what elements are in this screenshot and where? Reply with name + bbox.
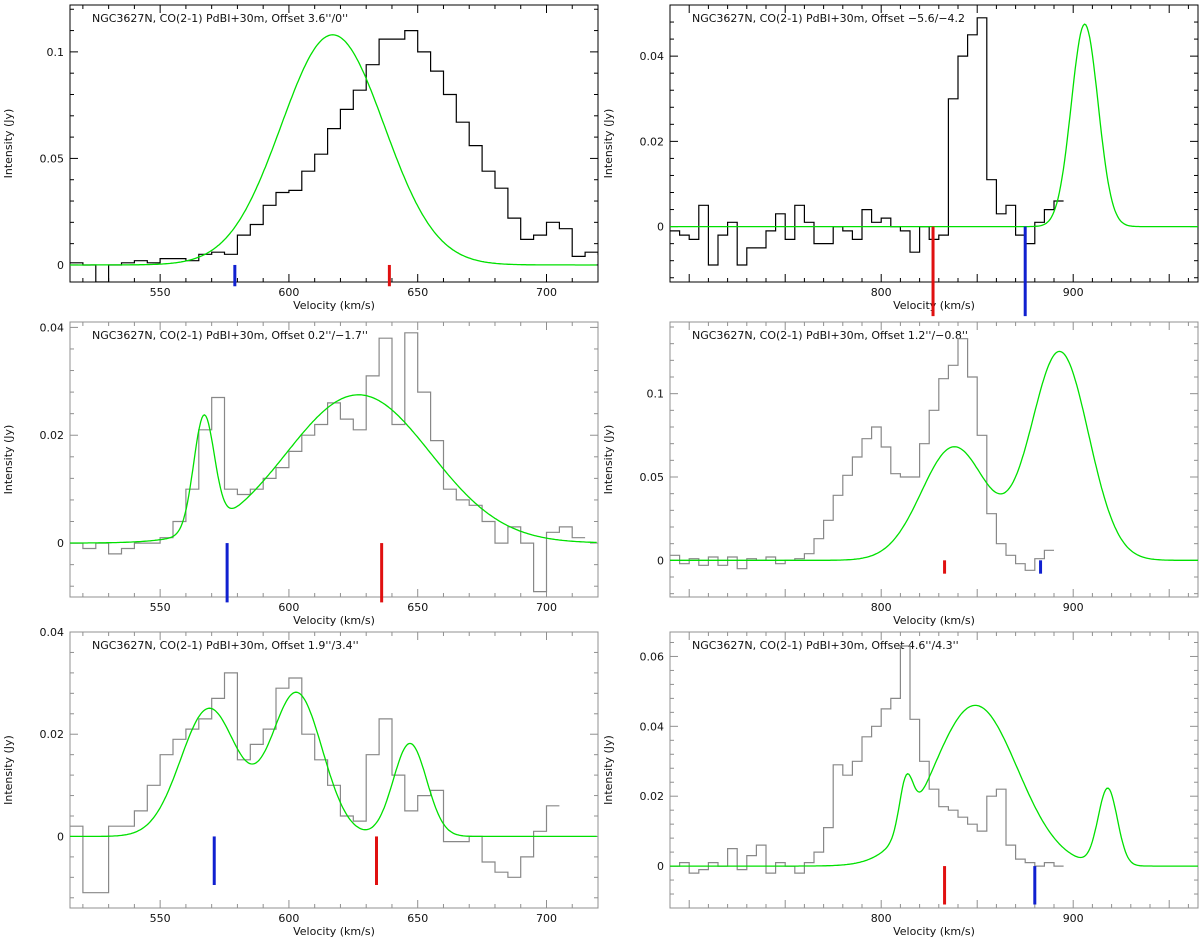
spectrum-histogram: [670, 338, 1054, 571]
spectrum-histogram: [670, 17, 1064, 266]
y-tick-label: 0.02: [40, 728, 65, 741]
gaussian-fit-line: [670, 23, 1198, 228]
gaussian-fit-line: [70, 394, 597, 544]
x-tick-label: 700: [536, 601, 557, 614]
spectrum-histogram: [70, 332, 586, 593]
x-tick-label: 600: [278, 601, 299, 614]
x-tick-label: 650: [407, 601, 428, 614]
y-tick-label: 0: [57, 259, 64, 272]
spectrum-panel-5: 550 600 650 700 0 0.02 0.04 Velocity (km/s) Inte…: [2, 626, 599, 938]
y-tick-label: 0.06: [640, 650, 665, 663]
y-tick-label: 0.02: [640, 135, 665, 148]
panel-title: NGC3627N, CO(2-1) PdBI+30m, Offset 4.6''…: [692, 639, 959, 652]
x-tick-label: 700: [536, 912, 557, 925]
panel-title: NGC3627N, CO(2-1) PdBI+30m, Offset −5.6/…: [692, 12, 965, 25]
panel-title: NGC3627N, CO(2-1) PdBI+30m, Offset 3.6''…: [92, 12, 348, 25]
spectrum-panel-4: 800 900 0 0.05 0.1 Velocity (km/s) Intensity (…: [602, 321, 1199, 627]
plot-frame: [69, 4, 599, 283]
x-tick-label: 600: [278, 286, 299, 299]
plot-frame: [69, 631, 599, 909]
plot-frame: [669, 321, 1199, 598]
y-axis-label: Intensity (Jy): [602, 735, 615, 805]
plot-frame: [69, 321, 599, 598]
spectrum-histogram: [70, 30, 598, 282]
y-tick-label: 0.04: [640, 720, 665, 733]
panel-title: NGC3627N, CO(2-1) PdBI+30m, Offset 0.2''…: [92, 329, 368, 342]
x-tick-label: 650: [407, 912, 428, 925]
y-axis-label: Intensity (Jy): [602, 109, 615, 179]
spectrum-panel-1: 550 600 650 700 0 0.05 0.1 Velocity (km/s) Inten…: [2, 4, 599, 312]
y-tick-label: 0.04: [40, 626, 65, 639]
y-axis-label: Intensity (Jy): [2, 109, 15, 179]
gaussian-fit-line: [70, 691, 597, 838]
y-tick-label: 0: [657, 221, 664, 234]
y-tick-label: 0: [657, 554, 664, 567]
spectrum-panel-3: 550 600 650 700 0 0.02 0.04 Velocity (km/s) Inte…: [2, 321, 599, 627]
panel-title: NGC3627N, CO(2-1) PdBI+30m, Offset 1.9''…: [92, 639, 359, 652]
x-tick-label: 900: [1063, 286, 1084, 299]
gaussian-fit-line: [670, 350, 1198, 561]
y-tick-label: 0.05: [40, 152, 65, 165]
x-tick-label: 900: [1063, 601, 1084, 614]
x-tick-label: 800: [871, 601, 892, 614]
y-tick-label: 0: [57, 830, 64, 843]
spectrum-histogram: [670, 645, 1064, 874]
spectrum-panel-6: 800 900 0 0.02 0.04 0.06 Velocity (km/s) Intens…: [602, 631, 1199, 938]
x-axis-label: Velocity (km/s): [293, 614, 375, 627]
gaussian-fit-line: [70, 34, 597, 266]
x-tick-label: 650: [407, 286, 428, 299]
x-tick-label: 900: [1063, 912, 1084, 925]
spectrum-histogram: [70, 672, 560, 894]
x-axis-label: Velocity (km/s): [293, 925, 375, 938]
x-tick-label: 600: [278, 912, 299, 925]
panel-title: NGC3627N, CO(2-1) PdBI+30m, Offset 1.2''…: [692, 329, 968, 342]
gaussian-fit-line: [670, 704, 1198, 867]
y-tick-label: 0.05: [640, 471, 665, 484]
x-axis-label: Velocity (km/s): [893, 614, 975, 627]
y-tick-label: 0.04: [640, 50, 665, 63]
x-tick-label: 800: [871, 912, 892, 925]
y-axis-label: Intensity (Jy): [602, 425, 615, 495]
y-tick-label: 0.02: [640, 790, 665, 803]
x-axis-label: Velocity (km/s): [293, 299, 375, 312]
y-tick-label: 0.02: [40, 429, 65, 442]
y-tick-label: 0.1: [47, 46, 65, 59]
x-tick-label: 550: [150, 912, 171, 925]
x-tick-label: 700: [536, 286, 557, 299]
x-tick-label: 550: [150, 286, 171, 299]
x-axis-label: Velocity (km/s): [893, 925, 975, 938]
x-tick-label: 800: [871, 286, 892, 299]
y-tick-label: 0.1: [647, 388, 665, 401]
y-tick-label: 0.04: [40, 321, 65, 334]
x-tick-label: 550: [150, 601, 171, 614]
y-tick-label: 0: [657, 860, 664, 873]
plot-frame: [669, 631, 1199, 909]
y-axis-label: Intensity (Jy): [2, 735, 15, 805]
y-axis-label: Intensity (Jy): [2, 425, 15, 495]
y-tick-label: 0: [57, 537, 64, 550]
